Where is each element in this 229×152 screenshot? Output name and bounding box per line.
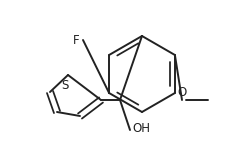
- Text: S: S: [61, 79, 69, 92]
- Text: O: O: [177, 86, 187, 99]
- Text: F: F: [72, 33, 79, 47]
- Text: OH: OH: [132, 123, 150, 135]
